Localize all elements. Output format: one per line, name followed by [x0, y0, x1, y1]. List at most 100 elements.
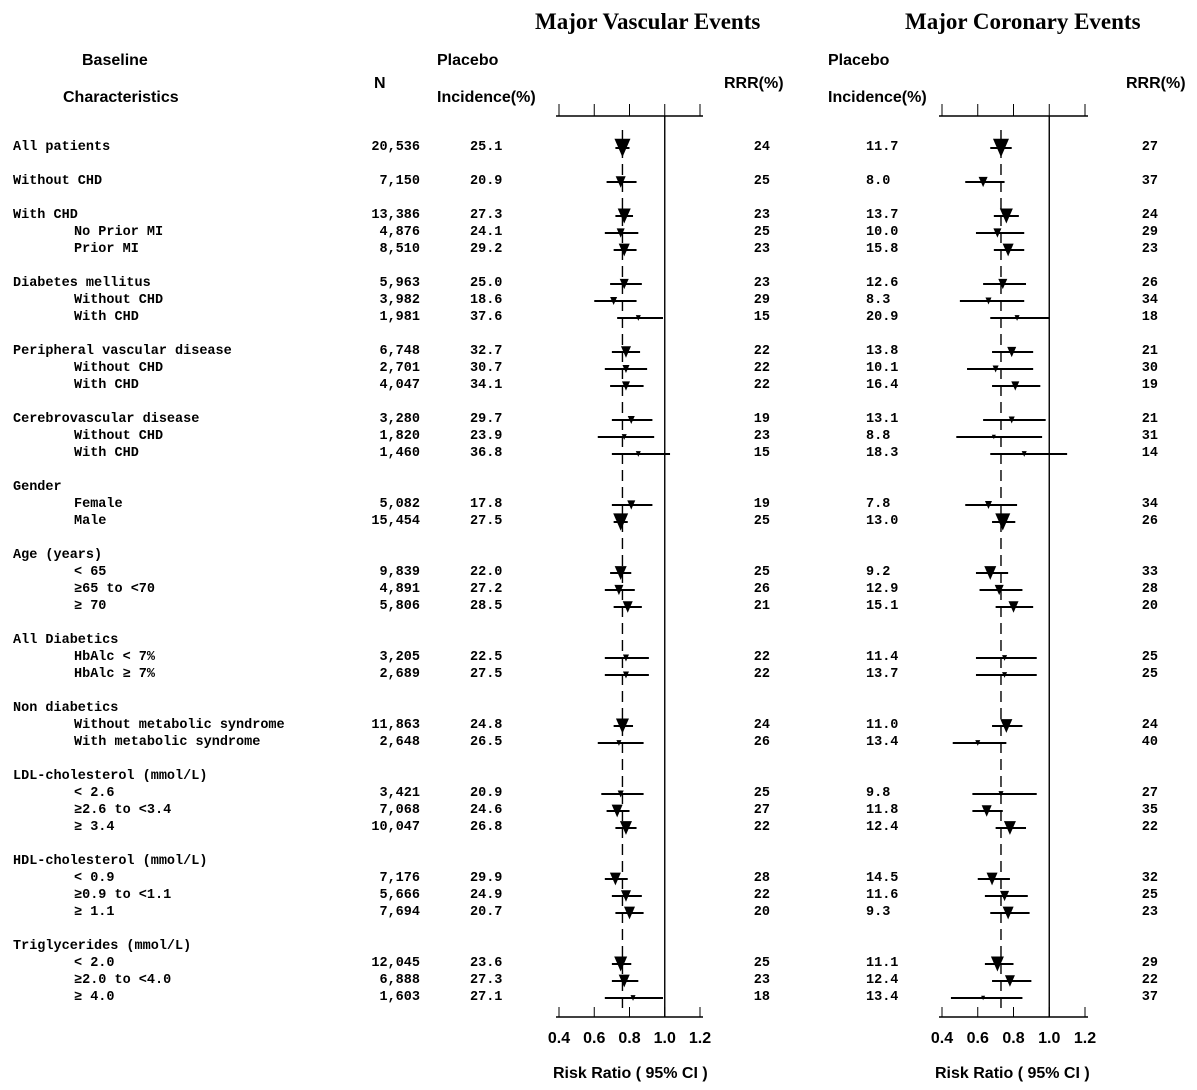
n-value: 5,666 — [379, 888, 420, 903]
x-tick-label-mce: 1.2 — [1074, 1030, 1096, 1047]
rrr-value-mce: 18 — [1141, 310, 1158, 325]
placebo-incidence-mve: 23.6 — [470, 956, 503, 971]
rrr-value-mce: 14 — [1141, 446, 1158, 461]
placebo-incidence-mce: 11.0 — [866, 718, 899, 733]
row-label: ≥ 1.1 — [74, 905, 115, 920]
n-value: 12,045 — [371, 956, 420, 971]
point-estimate-marker-mce — [981, 995, 986, 1001]
point-estimate-marker-mve — [627, 415, 635, 425]
placebo-incidence-mve: 26.8 — [470, 820, 503, 835]
point-estimate-marker-mce — [1021, 451, 1027, 457]
placebo-incidence-mve: 27.5 — [470, 514, 503, 529]
row-label: All patients — [13, 140, 111, 155]
n-value: 3,982 — [379, 293, 420, 308]
n-value: 5,963 — [379, 276, 420, 291]
point-estimate-marker-mce — [992, 365, 999, 373]
placebo-incidence-mve: 32.7 — [470, 344, 503, 359]
header-rrr-mce: RRR(%) — [1126, 75, 1186, 92]
panel-title-mve: Major Vascular Events — [535, 9, 761, 34]
placebo-incidence-mve: 27.5 — [470, 667, 503, 682]
point-estimate-marker-mve — [622, 654, 629, 662]
rrr-value-mce: 33 — [1141, 565, 1158, 580]
x-tick-label-mve: 1.2 — [689, 1030, 711, 1047]
point-estimate-marker-mve — [621, 381, 630, 391]
rrr-value-mve: 20 — [753, 905, 770, 920]
n-value: 4,876 — [379, 225, 420, 240]
point-estimate-marker-mce — [998, 278, 1008, 290]
row-label: Peripheral vascular disease — [13, 344, 232, 359]
row-label: Female — [74, 497, 123, 512]
x-tick-label-mce: 0.8 — [1002, 1030, 1024, 1047]
rrr-value-mve: 25 — [753, 956, 770, 971]
point-estimate-marker-mve — [624, 906, 635, 920]
placebo-incidence-mve: 24.1 — [470, 225, 503, 240]
row-label: Cerebrovascular disease — [13, 412, 200, 427]
point-estimate-marker-mve — [617, 790, 624, 798]
n-value: 3,280 — [379, 412, 420, 427]
rrr-value-mce: 34 — [1141, 293, 1158, 308]
point-estimate-marker-mve — [622, 364, 630, 374]
rrr-value-mve: 19 — [753, 497, 770, 512]
placebo-incidence-mve: 36.8 — [470, 446, 503, 461]
placebo-incidence-mve: 29.9 — [470, 871, 503, 886]
placebo-incidence-mce: 14.5 — [866, 871, 899, 886]
rrr-value-mve: 25 — [753, 786, 770, 801]
header-rrr-mve: RRR(%) — [724, 75, 784, 92]
placebo-incidence-mce: 13.1 — [866, 412, 899, 427]
rrr-value-mce: 26 — [1141, 514, 1158, 529]
placebo-incidence-mve: 20.9 — [470, 174, 503, 189]
row-label: No Prior MI — [74, 225, 164, 240]
row-label: Gender — [13, 480, 62, 495]
x-tick-label-mve: 1.0 — [654, 1030, 676, 1047]
placebo-incidence-mve: 17.8 — [470, 497, 503, 512]
x-tick-label-mve: 0.4 — [548, 1030, 570, 1047]
header-incidence-mce: Incidence(%) — [828, 89, 927, 106]
header-incidence-mve: Incidence(%) — [437, 89, 536, 106]
point-estimate-marker-mce — [1002, 243, 1014, 257]
placebo-incidence-mve: 27.3 — [470, 973, 503, 988]
row-label: ≥65 to <70 — [74, 582, 156, 597]
n-value: 11,863 — [371, 718, 420, 733]
rrr-value-mve: 25 — [753, 225, 770, 240]
point-estimate-marker-mce — [993, 228, 1002, 238]
n-value: 7,150 — [379, 174, 420, 189]
point-estimate-marker-mce — [1002, 672, 1008, 678]
placebo-incidence-mce: 7.8 — [866, 497, 891, 512]
placebo-incidence-mce: 15.1 — [866, 599, 899, 614]
row-label: Diabetes mellitus — [13, 276, 151, 291]
row-label: Without CHD — [74, 293, 164, 308]
point-estimate-marker-mce — [1000, 890, 1010, 902]
point-estimate-marker-mve — [635, 451, 641, 457]
x-tick-label-mve: 0.8 — [618, 1030, 640, 1047]
row-label: ≥ 70 — [74, 599, 107, 614]
point-estimate-marker-mce — [991, 434, 996, 440]
point-estimate-marker-mve — [618, 243, 630, 257]
x-axis-label-mce: Risk Ratio ( 95% CI ) — [935, 1065, 1090, 1082]
point-estimate-marker-mve — [622, 601, 633, 613]
n-value: 2,689 — [379, 667, 420, 682]
n-value: 7,176 — [379, 871, 420, 886]
point-estimate-marker-mce — [978, 176, 988, 188]
point-estimate-marker-mve — [620, 890, 631, 902]
rrr-value-mce: 21 — [1141, 344, 1158, 359]
point-estimate-marker-mce — [1007, 346, 1017, 358]
placebo-incidence-mve: 29.7 — [470, 412, 503, 427]
rrr-value-mve: 19 — [753, 412, 770, 427]
point-estimate-marker-mve — [619, 278, 629, 290]
point-estimate-marker-mve — [614, 584, 624, 596]
rrr-value-mve: 24 — [753, 718, 770, 733]
point-estimate-marker-mce — [985, 297, 992, 305]
placebo-incidence-mve: 24.9 — [470, 888, 503, 903]
rrr-value-mce: 29 — [1141, 956, 1158, 971]
point-estimate-marker-mve — [609, 872, 621, 886]
placebo-incidence-mce: 10.1 — [866, 361, 899, 376]
point-estimate-marker-mce — [1000, 719, 1013, 733]
row-label: < 2.0 — [74, 956, 115, 971]
point-estimate-marker-mce — [1003, 821, 1016, 835]
rrr-value-mce: 29 — [1141, 225, 1158, 240]
n-value: 15,454 — [371, 514, 420, 529]
rrr-value-mve: 15 — [753, 446, 770, 461]
rrr-value-mve: 22 — [753, 650, 770, 665]
point-estimate-marker-mve — [615, 176, 626, 188]
placebo-incidence-mve: 30.7 — [470, 361, 503, 376]
